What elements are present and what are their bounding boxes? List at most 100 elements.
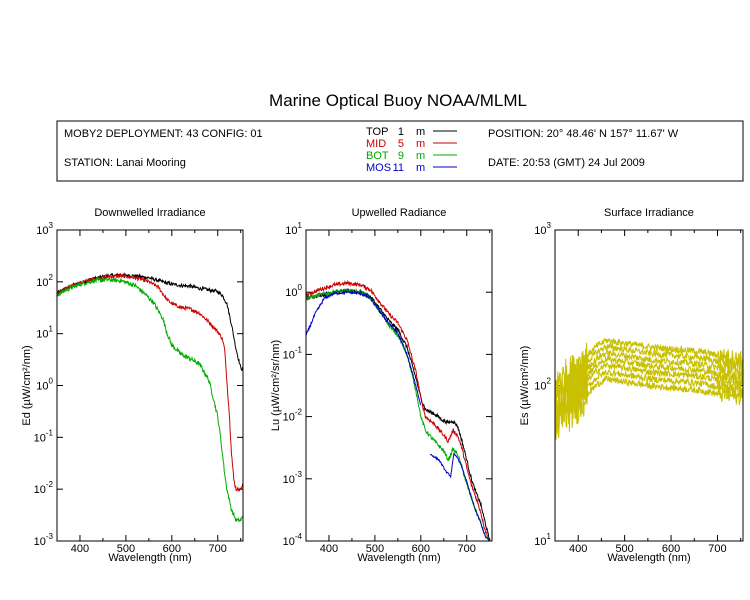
deployment-text: MOBY2 DEPLOYMENT: 43 CONFIG: 01 [64, 128, 263, 140]
y-tick-exponent: -1 [46, 428, 54, 437]
legend-unit-bot: m [416, 150, 425, 162]
y-tick-label: 102 [36, 273, 53, 289]
legend-unit-mos: m [416, 162, 425, 174]
y-tick-base: 10 [34, 536, 46, 548]
y-tick-label: 10-3 [34, 532, 54, 548]
chart-title: Marine Optical Buoy NOAA/MLML [269, 91, 527, 110]
x-tick-label: 500 [366, 543, 384, 555]
y-tick-label: 10-2 [34, 480, 54, 496]
x-tick-label: 700 [209, 543, 227, 555]
y-axis-label: Lu (µW/cm²/sr/nm) [270, 340, 282, 431]
y-tick-base: 10 [34, 484, 46, 496]
y-tick-exponent: 2 [547, 377, 552, 386]
y-tick-exponent: -4 [295, 532, 303, 541]
x-tick-label: 400 [71, 543, 89, 555]
y-tick-label: 100 [285, 283, 302, 299]
series-line-es-7 [555, 375, 743, 441]
x-tick-label: 700 [708, 543, 726, 555]
y-axis-label-unit: (µW/cm²/nm) [519, 346, 531, 410]
series-line-mos [429, 452, 490, 541]
y-tick-label: 103 [36, 221, 53, 237]
plot-frame [56, 229, 244, 542]
x-axis-label: Wavelength (nm) [357, 552, 440, 564]
x-tick-label: 700 [458, 543, 476, 555]
y-tick-base: 10 [283, 412, 295, 424]
panel-title: Downwelled Irradiance [94, 207, 205, 219]
y-tick-exponent: -3 [295, 470, 303, 479]
series-line-top [306, 288, 491, 541]
y-tick-base: 10 [36, 277, 48, 289]
legend-depth-top: 1 [398, 126, 404, 138]
y-axis-label-prefix: Es [519, 409, 531, 425]
y-axis-label-unit: (µW/cm²/nm) [21, 345, 33, 409]
y-tick-label: 101 [36, 325, 53, 341]
x-tick-label: 400 [569, 543, 587, 555]
y-axis-label: Es (µW/cm²/nm) [519, 346, 531, 426]
panel-2: Upwelled Radiance Wavelength (nm) Lu (µW/c… [270, 207, 493, 564]
y-tick-exponent: 1 [547, 532, 552, 541]
x-tick-label: 600 [163, 543, 181, 555]
y-tick-exponent: 1 [298, 221, 303, 230]
y-tick-label: 10-3 [283, 470, 303, 486]
y-axis-label: Ed (µW/cm²/nm) [21, 345, 33, 425]
y-tick-exponent: 3 [547, 221, 552, 230]
series-line-bot [306, 287, 490, 541]
y-tick-exponent: 2 [49, 273, 54, 282]
y-tick-label: 10-1 [283, 345, 303, 361]
y-tick-base: 10 [283, 474, 295, 486]
series-line-top [57, 272, 243, 371]
y-tick-exponent: 0 [49, 377, 54, 386]
y-tick-base: 10 [534, 381, 546, 393]
y-tick-base: 10 [285, 287, 297, 299]
y-tick-exponent: 3 [49, 221, 54, 230]
x-tick-label: 500 [117, 543, 135, 555]
y-tick-base: 10 [534, 225, 546, 237]
y-axis-label-prefix: Lu [270, 416, 282, 431]
legend-depth-mid: 5 [398, 138, 404, 150]
y-tick-base: 10 [34, 432, 46, 444]
legend-unit-top: m [416, 126, 425, 138]
y-tick-base: 10 [534, 536, 546, 548]
y-tick-label: 101 [285, 221, 302, 237]
y-tick-label: 100 [36, 377, 53, 393]
y-tick-label: 102 [534, 377, 551, 393]
info-box-frame [56, 120, 744, 182]
y-tick-label: 10-2 [283, 408, 303, 424]
panel-title: Upwelled Radiance [352, 207, 447, 219]
y-tick-label: 10-4 [283, 532, 303, 548]
y-tick-base: 10 [36, 329, 48, 341]
legend-label-mid: MID [366, 138, 386, 150]
info-box: MOBY2 DEPLOYMENT: 43 CONFIG: 01 STATION:… [56, 120, 744, 182]
y-axis-label-prefix: Ed [21, 409, 33, 426]
plot-area [57, 272, 243, 522]
panel-title: Surface Irradiance [604, 207, 694, 219]
plot-frame [305, 229, 493, 542]
x-tick-label: 500 [615, 543, 633, 555]
position-text: POSITION: 20° 48.46' N 157° 11.67' W [488, 128, 679, 140]
y-tick-exponent: 1 [49, 325, 54, 334]
legend-depth-bot: 9 [398, 150, 404, 162]
x-tick-label: 400 [320, 543, 338, 555]
series-line-bot [57, 276, 243, 522]
y-axis-label-unit: (µW/cm²/sr/nm) [270, 340, 282, 416]
y-tick-exponent: -2 [46, 480, 54, 489]
y-tick-exponent: -3 [46, 532, 54, 541]
y-tick-base: 10 [283, 349, 295, 361]
y-tick-base: 10 [36, 381, 48, 393]
x-axis-label: Wavelength (nm) [108, 552, 191, 564]
y-tick-label: 103 [534, 221, 551, 237]
y-tick-base: 10 [36, 225, 48, 237]
station-text: STATION: Lanai Mooring [64, 157, 186, 169]
legend-unit-mid: m [416, 138, 425, 150]
legend-depth-mos: 11 [393, 162, 404, 174]
legend-label-top: TOP [366, 126, 388, 138]
legend-label-mos: MOS [366, 162, 391, 174]
y-tick-label: 10-1 [34, 428, 54, 444]
panel-3: Surface Irradiance Wavelength (nm) Es (µW/… [519, 207, 744, 564]
y-tick-exponent: -1 [295, 345, 303, 354]
x-tick-label: 600 [662, 543, 680, 555]
panel-1: Downwelled Irradiance Wavelength (nm) Ed (… [21, 207, 244, 564]
y-tick-base: 10 [283, 536, 295, 548]
